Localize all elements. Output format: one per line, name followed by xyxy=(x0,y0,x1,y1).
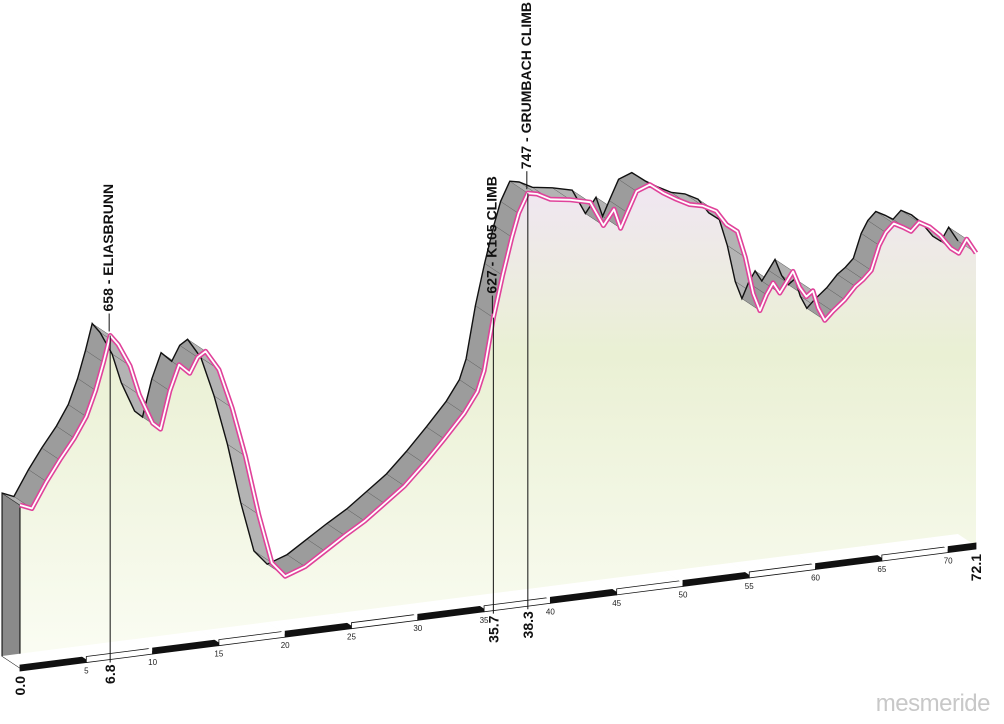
x-tick-label: 50 xyxy=(679,590,688,599)
baseline-face xyxy=(466,588,551,609)
x-tick-label: 70 xyxy=(944,557,953,566)
watermark-logo: mesmeride xyxy=(875,690,991,717)
x-tick-label: 5 xyxy=(84,667,89,676)
x-tick-label: 25 xyxy=(347,633,356,642)
baseline-face xyxy=(664,562,750,584)
climb-label: 627 - K105 CLIMB xyxy=(483,176,499,293)
x-tick-label: 45 xyxy=(612,599,621,608)
distance-marker-label: 0.0 xyxy=(12,676,28,696)
baseline-face xyxy=(863,537,949,559)
baseline-face xyxy=(134,630,219,652)
profile-line-inner xyxy=(19,183,977,578)
baseline-face xyxy=(399,596,485,618)
x-tick-label: 40 xyxy=(546,607,555,616)
baseline-face xyxy=(731,554,816,575)
x-tick-label: 55 xyxy=(745,582,754,591)
x-tick-label: 20 xyxy=(281,641,290,650)
baseline-face xyxy=(797,546,882,567)
baseline-face xyxy=(2,647,87,668)
distance-marker-label: 6.8 xyxy=(102,664,118,684)
baseline-band xyxy=(947,542,977,554)
distance-marker-label: 38.3 xyxy=(520,611,536,638)
climb-label: 658 - ELIASBRUNN xyxy=(100,184,116,312)
distance-marker-label: 35.7 xyxy=(485,615,501,642)
baseline-face xyxy=(267,613,352,635)
x-tick-label: 10 xyxy=(148,658,157,667)
baseline-face xyxy=(598,571,683,592)
baseline-face xyxy=(333,605,418,626)
x-tick-label: 35 xyxy=(480,616,489,625)
x-tick-label: 15 xyxy=(214,650,223,659)
climb-label: 747 - GRUMBACH CLIMB xyxy=(518,2,534,169)
baseline-face xyxy=(532,579,617,601)
left-wall xyxy=(1,492,21,669)
x-tick-label: 30 xyxy=(413,624,422,633)
x-tick-label: 60 xyxy=(811,573,820,582)
profile-back-edge xyxy=(1,171,959,566)
baseline-face xyxy=(200,622,286,643)
x-tick-label: 65 xyxy=(877,565,886,574)
distance-marker-label: 72.1 xyxy=(968,554,984,581)
